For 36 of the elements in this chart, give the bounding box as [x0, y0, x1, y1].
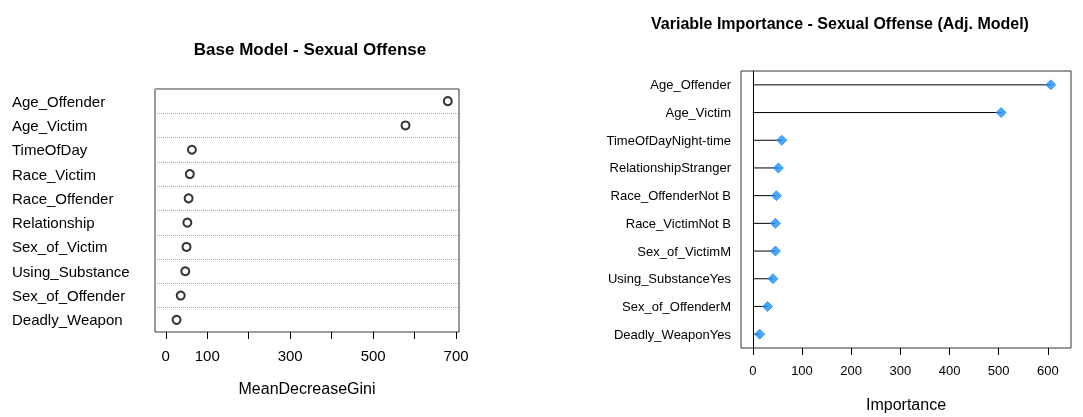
x-tick-label: 300	[277, 347, 303, 364]
y-tick-label: Age_Victim	[665, 105, 731, 121]
chart-title: Variable Importance - Sexual Offense (Adj. Model)	[651, 14, 1029, 32]
y-tick-label: Race_OffenderNot B	[610, 188, 731, 204]
y-tick-label: Age_Offender	[650, 77, 732, 93]
x-tick-label: 600	[1037, 363, 1059, 378]
x-tick-label: 0	[749, 363, 757, 378]
y-tick-label: Sex_of_VictimM	[637, 243, 731, 259]
x-axis-title: Importance	[865, 395, 947, 413]
y-tick-label: Deadly_WeaponYes	[613, 326, 732, 342]
y-tick-label: TimeOfDayNight-time	[606, 132, 731, 148]
x-tick-label: 500	[987, 363, 1010, 378]
x-tick-label: 700	[443, 347, 469, 364]
y-tick-label: Relationship	[12, 214, 95, 232]
y-tick-label: Using_SubstanceYes	[607, 271, 732, 287]
y-tick-label: TimeOfDay	[12, 141, 88, 159]
y-tick-label: Race_Offender	[12, 189, 114, 207]
x-tick-label: 200	[840, 363, 863, 378]
x-tick-label: 100	[791, 363, 813, 378]
y-tick-label: Sex_of_OffenderM	[622, 298, 731, 314]
x-axis-title: MeanDecreaseGini	[238, 379, 376, 397]
y-tick-label: Age_Offender	[12, 92, 106, 110]
y-tick-label: Deadly_Weapon	[12, 311, 123, 329]
y-tick-label: Race_Victim	[12, 165, 96, 183]
y-tick-label: Using_Substance	[12, 262, 130, 280]
x-tick-label: 100	[194, 347, 220, 364]
y-tick-label: RelationshipStranger	[609, 160, 732, 176]
x-tick-label: 400	[938, 363, 961, 378]
y-tick-label: Sex_of_Victim	[12, 238, 108, 256]
chart-title: Base Model - Sexual Offense	[193, 40, 427, 59]
x-tick-label: 300	[889, 363, 912, 378]
y-tick-label: Sex_of_Offender	[12, 287, 126, 305]
y-tick-label: Age_Victim	[12, 116, 88, 134]
x-tick-label: 0	[161, 347, 170, 364]
x-tick-label: 500	[360, 347, 386, 364]
y-tick-label: Race_VictimNot B	[625, 215, 731, 231]
